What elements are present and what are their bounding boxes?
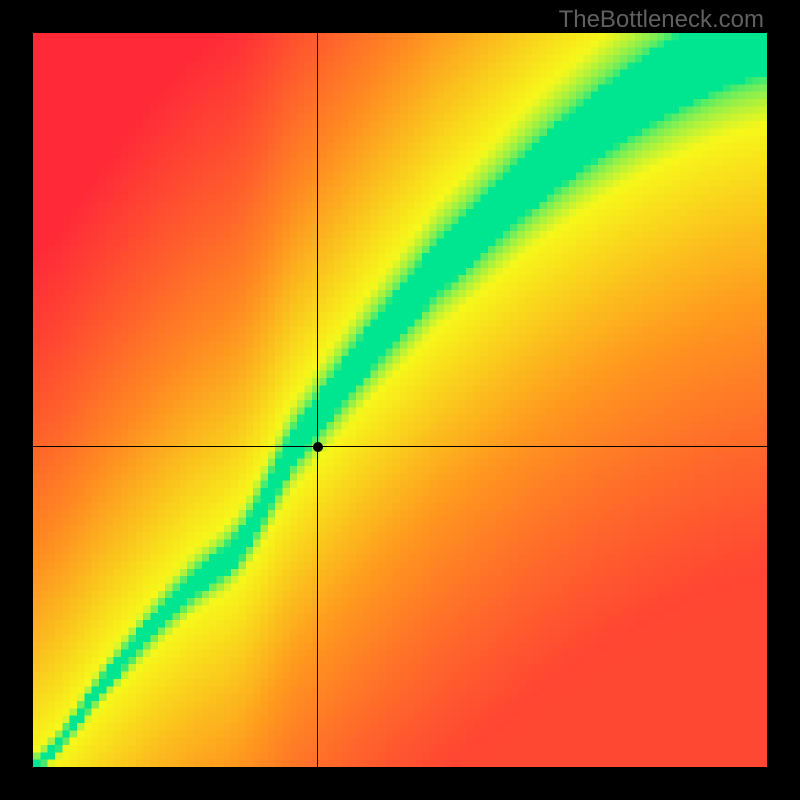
- watermark-text: TheBottleneck.com: [559, 6, 764, 34]
- crosshair-horizontal: [33, 446, 767, 447]
- crosshair-vertical: [317, 33, 318, 767]
- crosshair-marker: [313, 442, 323, 452]
- chart-container: TheBottleneck.com: [0, 0, 800, 800]
- bottleneck-heatmap: [33, 33, 767, 767]
